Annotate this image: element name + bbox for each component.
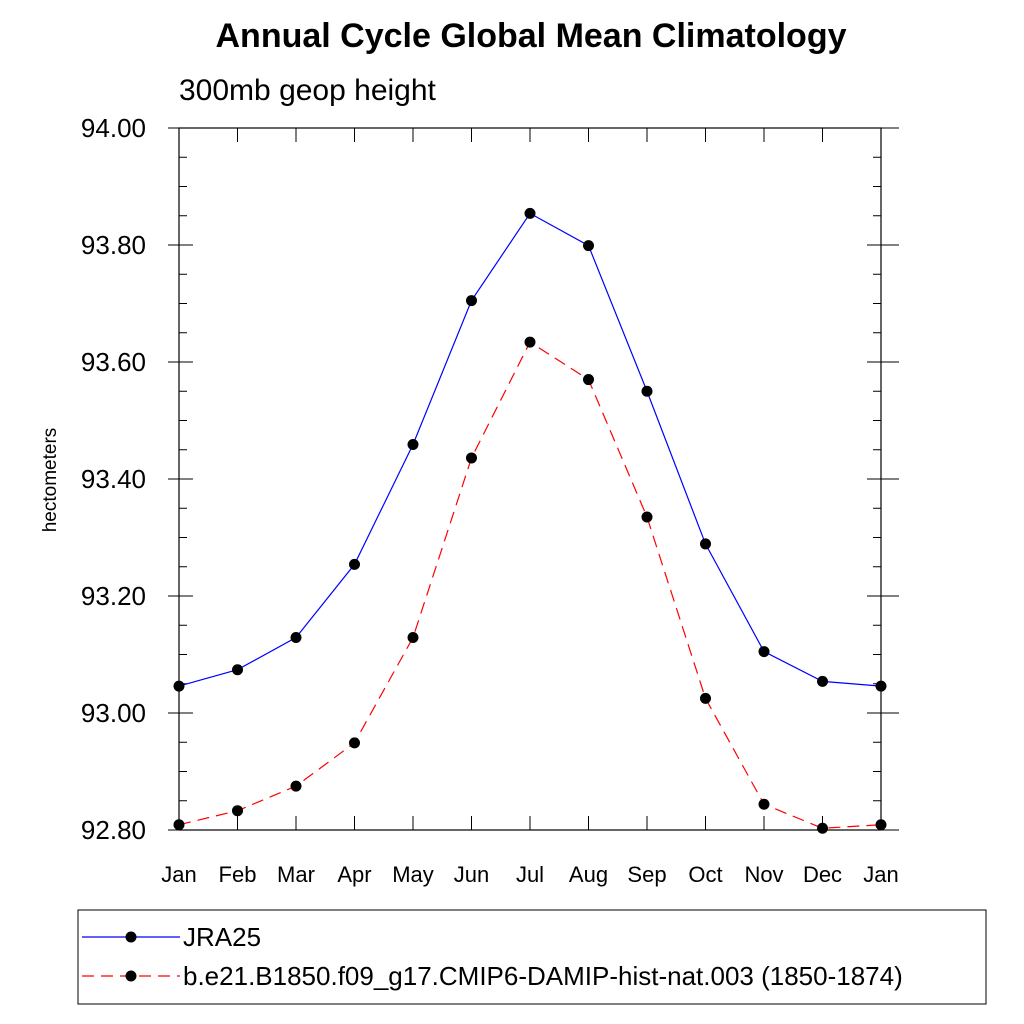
x-tick-label: Jan [863,862,898,887]
x-tick-label: Dec [803,862,842,887]
legend-label: JRA25 [183,922,261,952]
data-point [583,240,594,252]
legend-box [77,909,987,1005]
data-point [817,675,828,687]
legend-label: b.e21.B1850.f09_g17.CMIP6-DAMIP-hist-nat… [183,961,903,991]
data-point [758,646,770,658]
x-tick-label: Feb [219,862,257,887]
series-line [178,212,882,687]
x-tick-label: Sep [627,862,666,887]
y-tick-label: 92.80 [81,815,146,845]
data-point [349,737,360,749]
y-axis-label: hectometers [40,428,61,533]
series-line [178,341,882,829]
legend-item: JRA25 [82,922,261,952]
x-tick-label: May [392,862,434,887]
series-layer [173,207,887,834]
series-1 [173,207,887,692]
x-tick-label: Apr [337,862,371,887]
y-tick-label: 93.80 [81,230,146,260]
x-tick-label: Jul [516,862,544,887]
data-point [466,452,477,464]
x-tick-label: Oct [688,862,722,887]
chart-subtitle: 300mb geop height [179,74,437,107]
data-point [817,822,828,834]
x-tick-label: Aug [569,862,608,887]
chart-title: Annual Cycle Global Mean Climatology [216,17,847,55]
data-point [232,805,243,817]
legend-marker [125,931,137,943]
x-tick-label: Mar [277,862,315,887]
legend: JRA25 b.e21.B1850.f09_g17.CMIP6-DAMIP-his… [77,909,987,1005]
series-2 [173,336,887,834]
x-tick-label: Nov [744,862,783,887]
data-point [700,692,711,704]
data-point [466,295,477,307]
x-tick-label: Jan [161,862,196,887]
data-point [290,632,302,644]
data-point [524,207,536,219]
legend-item: b.e21.B1850.f09_g17.CMIP6-DAMIP-hist-nat… [82,961,903,991]
data-point [524,336,536,348]
y-tick-label: 93.40 [81,464,146,494]
legend-marker [125,970,137,982]
axes: Jan Feb Mar Apr May Jun Jul Aug Sep Oct Nov Dec Jan 9… [81,113,899,887]
data-point [407,632,419,644]
y-tick-label: 93.20 [81,581,146,611]
data-point [290,780,302,792]
data-point [641,511,653,523]
data-point [232,664,243,676]
data-point [641,385,653,397]
y-tick-label: 93.60 [81,347,146,377]
y-tick-label: 94.00 [81,113,146,143]
y-tick-label: 93.00 [81,698,146,728]
plot-frame [178,127,882,831]
data-point [349,558,360,570]
data-point [583,374,594,386]
x-tick-label: Jun [454,862,489,887]
data-point [758,798,770,810]
data-point [407,438,419,450]
data-point [700,538,711,550]
